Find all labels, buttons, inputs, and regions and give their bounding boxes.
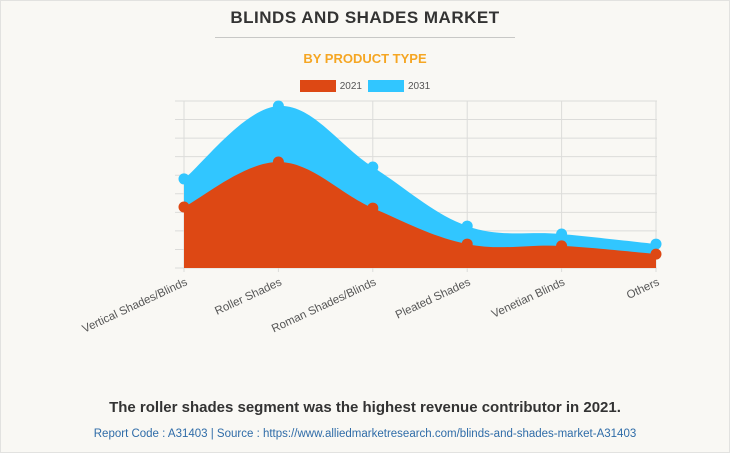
legend-swatch-2021 — [299, 80, 336, 92]
x-tick-label: Pleated Shades — [394, 276, 473, 321]
data-point-2021[interactable] — [556, 240, 568, 252]
x-tick-label: Roller Shades — [213, 276, 284, 318]
x-axis-labels: Vertical Shades/Blinds Roller ShadesRoman… — [81, 276, 662, 335]
series-points — [178, 100, 662, 260]
chart-title: BLINDS AND SHADES MARKET — [230, 8, 500, 27]
legend-label-2021: 2021 — [339, 80, 362, 92]
legend-label-2031: 2031 — [408, 80, 431, 92]
data-point-2031[interactable] — [556, 228, 568, 240]
data-point-2021[interactable] — [461, 238, 473, 250]
data-point-2021[interactable] — [178, 201, 190, 213]
area-series-2021 — [184, 162, 656, 268]
data-point-2021[interactable] — [272, 156, 284, 168]
x-tick-label: Vertical Shades/Blinds — [81, 276, 190, 335]
title-divider — [215, 37, 515, 38]
x-tick-label: Venetian Blinds — [490, 276, 567, 320]
series-areas — [184, 105, 656, 268]
legend: 2021 2031 — [0, 80, 730, 92]
data-point-2021[interactable] — [650, 248, 662, 260]
data-point-2031[interactable] — [272, 100, 284, 112]
legend-item-2021[interactable]: 2021 — [299, 80, 362, 92]
source-footer[interactable]: Report Code : A31403 | Source : https://… — [93, 428, 637, 440]
data-point-2021[interactable] — [367, 202, 379, 214]
x-tick-label: Roman Shades/Blinds — [270, 276, 378, 335]
legend-swatch-2031 — [368, 80, 404, 92]
legend-item-2031[interactable]: 2031 — [368, 80, 430, 92]
x-tick-label: Others — [625, 276, 662, 302]
data-point-2031[interactable] — [178, 173, 190, 185]
chart-caption: The roller shades segment was the highes… — [109, 399, 621, 416]
data-point-2031[interactable] — [461, 220, 473, 232]
data-point-2031[interactable] — [367, 161, 379, 173]
data-point-2031[interactable] — [650, 238, 662, 250]
chart-subtitle: BY PRODUCT TYPE — [303, 51, 427, 66]
